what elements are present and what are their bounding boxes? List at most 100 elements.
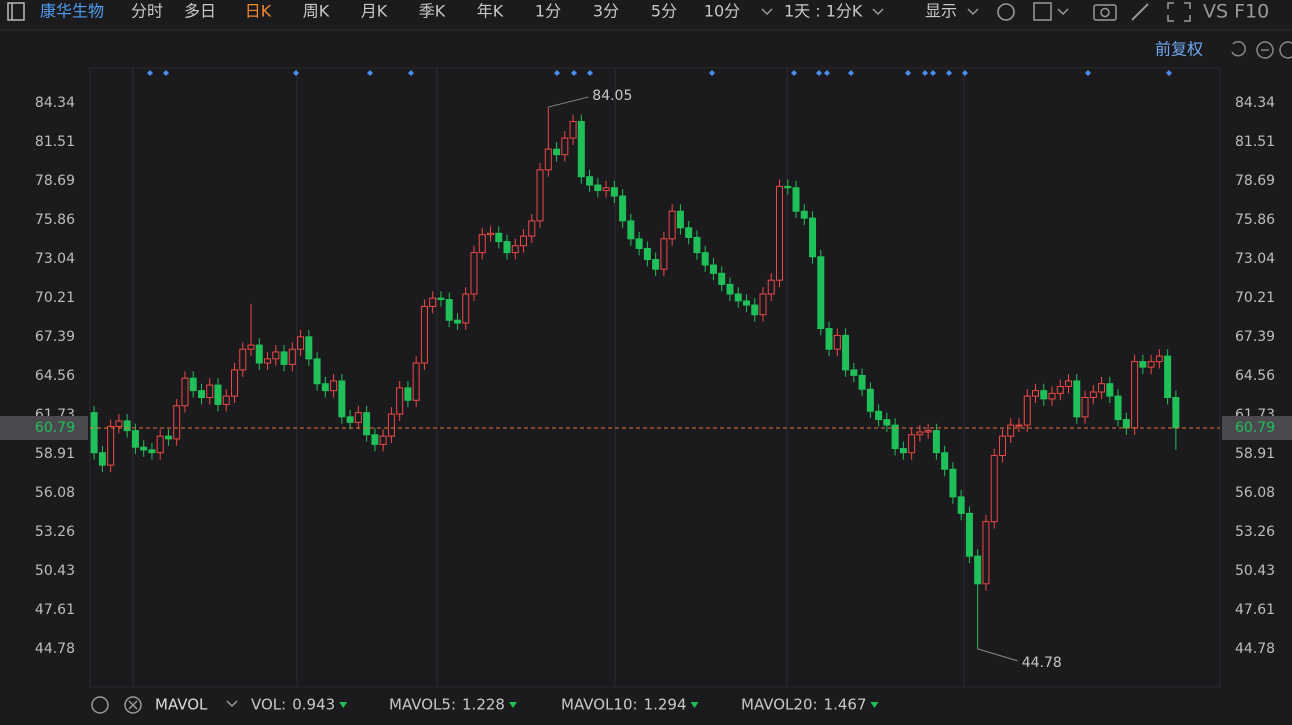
y-tick-label-left: 84.34: [35, 95, 75, 111]
candle-body: [652, 259, 660, 270]
candle-body: [264, 358, 272, 364]
vs-f10[interactable]: VS F10: [1203, 1, 1269, 23]
candle-body: [1048, 392, 1056, 400]
zoom-out-icon[interactable]: [1256, 41, 1274, 59]
y-tick-label-left: 50.43: [35, 563, 75, 579]
indicator-value: 1.467: [824, 696, 867, 714]
candle-body: [197, 390, 205, 399]
y-tick-label-left: 81.51: [35, 134, 75, 150]
indicator-label: MAVOL5:: [389, 696, 456, 714]
candle-body: [718, 272, 726, 285]
y-tick-label-left: 47.61: [35, 602, 75, 618]
y-tick-label-left: 73.04: [35, 251, 75, 267]
candle-body: [520, 235, 528, 247]
indicator-bar: MAVOL VOL: 0.943 MAVOL5: 1.228 MAVOL10: 1.294…: [91, 696, 879, 714]
zoom-in-icon[interactable]: [1279, 41, 1292, 59]
candle-body: [131, 430, 139, 448]
candle-body: [850, 369, 858, 376]
candle-body: [1089, 391, 1097, 399]
box-icon[interactable]: [1033, 2, 1052, 21]
candle-body: [453, 319, 461, 324]
candle-body: [594, 184, 602, 192]
close-x: [128, 700, 138, 710]
period-tab[interactable]: 5分: [651, 2, 677, 21]
indicator-arrow[interactable]: [226, 700, 238, 708]
pen-icon[interactable]: [1131, 3, 1149, 21]
candle-body: [470, 252, 478, 295]
candle-body: [1040, 390, 1048, 400]
candle-body: [437, 297, 445, 301]
candle-body: [420, 305, 428, 364]
candle-body: [586, 176, 594, 186]
y-tick-label-right: 84.34: [1235, 95, 1275, 111]
menu-icon[interactable]: [7, 2, 25, 21]
y-tick-label-right: 81.51: [1235, 134, 1275, 150]
period-tab[interactable]: 多日: [184, 2, 216, 21]
period-tab[interactable]: 1分: [535, 2, 561, 21]
y-tick-label-left: 70.21: [35, 290, 75, 306]
low-pointer: [977, 648, 1018, 662]
candle-body: [544, 148, 552, 171]
period-tab[interactable]: 10分: [704, 2, 740, 21]
camera-icon[interactable]: [1093, 4, 1117, 21]
candle-body: [974, 555, 982, 585]
stock-name[interactable]: 康华生物: [40, 2, 104, 21]
undo-icon[interactable]: [1231, 40, 1246, 57]
y-tick-label-right: 73.04: [1235, 251, 1275, 267]
indicator-settings[interactable]: [91, 696, 109, 714]
box-arrow: [1057, 8, 1069, 16]
y-tick-label-right: 64.56: [1235, 368, 1275, 384]
candle-body: [387, 413, 395, 437]
more-arrow[interactable]: [761, 8, 773, 16]
indicator-label: VOL:: [251, 696, 286, 714]
candle-body: [1081, 397, 1089, 418]
candle-body: [866, 388, 874, 412]
candle-body: [1106, 383, 1114, 397]
candle-body: [924, 430, 932, 433]
settings-icon[interactable]: [997, 3, 1015, 21]
display-menu[interactable]: 显示: [925, 2, 957, 21]
candle-body: [817, 256, 825, 330]
candle-body: [288, 348, 296, 365]
period-tab[interactable]: 日K: [245, 2, 272, 21]
candle-body: [957, 496, 965, 514]
candle-body: [1122, 419, 1130, 429]
y-tick-label-right: 58.91: [1235, 446, 1275, 462]
candle-body: [776, 185, 784, 281]
candle-body: [280, 351, 288, 365]
period-tab[interactable]: 季K: [419, 2, 446, 21]
candle-body: [255, 344, 263, 364]
period-tab[interactable]: 周K: [303, 2, 330, 21]
candle-body: [321, 383, 329, 392]
period-tab[interactable]: 3分: [593, 2, 619, 21]
candle-body: [1164, 355, 1172, 399]
candle-body: [164, 435, 172, 440]
candles: [90, 96, 1180, 662]
candle-body: [1172, 397, 1180, 429]
trend-arrow: [508, 702, 517, 708]
candle-body: [478, 234, 486, 254]
adjust-mode[interactable]: 前复权: [1155, 40, 1203, 59]
fullscreen-icon[interactable]: [1167, 2, 1191, 22]
candle-body: [222, 395, 230, 405]
period-tab[interactable]: 月K: [361, 2, 388, 21]
low-annotation: 44.78: [1022, 655, 1062, 671]
candle-body: [371, 434, 379, 445]
period-tab[interactable]: 年K: [477, 2, 504, 21]
candle-body: [1023, 395, 1031, 426]
high-pointer: [548, 96, 589, 108]
period-arrow: [872, 8, 884, 16]
candle-body: [1015, 424, 1023, 427]
candle-body: [577, 121, 585, 178]
event-marker[interactable]: [147, 70, 1172, 76]
candle-body: [346, 416, 354, 423]
y-tick-label-left: 56.08: [35, 485, 75, 501]
period-tab[interactable]: 分时: [131, 2, 163, 21]
candle-body: [1007, 424, 1015, 437]
candle-body: [206, 384, 214, 399]
candle-body: [908, 434, 916, 454]
indicator-close[interactable]: [124, 696, 142, 714]
candle-body: [313, 358, 321, 385]
period-select[interactable]: 1天 : 1分K: [784, 2, 863, 21]
indicator-name[interactable]: MAVOL: [155, 696, 208, 714]
